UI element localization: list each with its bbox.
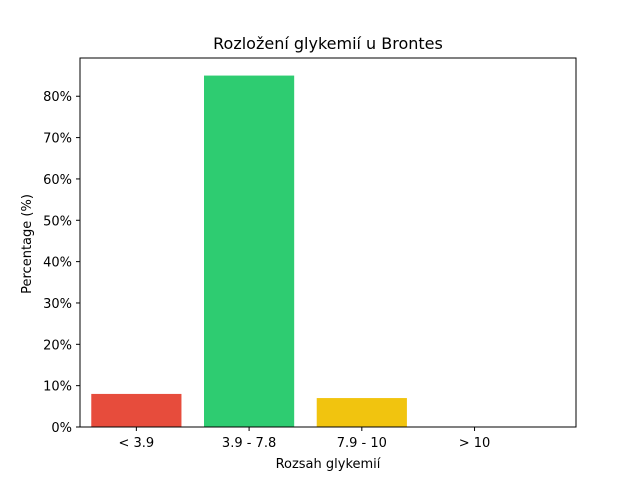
y-tick-label-1: 10% <box>43 380 72 395</box>
y-tick-label-0: 0% <box>51 421 72 436</box>
x-tick-label-2: 7.9 - 10 <box>337 436 387 451</box>
bar-0 <box>91 393 182 427</box>
y-tick-label-7: 70% <box>43 132 72 147</box>
x-tick-label-1: 3.9 - 7.8 <box>222 436 276 451</box>
chart-title: Rozložení glykemií u Brontes <box>213 34 443 53</box>
x-axis-title: Rozsah glykemií <box>276 457 381 472</box>
plot-frame <box>79 57 577 428</box>
bar-2 <box>316 398 407 427</box>
y-tick-label-2: 20% <box>43 338 72 353</box>
y-axis: 0% 10% 20% 30% 40% 50% 60% 70% 80% <box>43 90 80 436</box>
y-tick-label-8: 80% <box>43 90 72 105</box>
bar-1 <box>204 75 295 428</box>
x-tick-label-3: > 10 <box>459 436 491 451</box>
y-tick-label-5: 50% <box>43 214 72 229</box>
y-tick-label-6: 60% <box>43 173 72 188</box>
x-tick-label-0: < 3.9 <box>119 436 155 451</box>
x-axis: < 3.9 3.9 - 7.8 7.9 - 10 > 10 <box>119 427 491 451</box>
plot-area <box>79 57 577 428</box>
y-axis-title: Percentage (%) <box>20 194 35 294</box>
y-tick-label-3: 30% <box>43 297 72 312</box>
y-tick-label-4: 40% <box>43 256 72 271</box>
